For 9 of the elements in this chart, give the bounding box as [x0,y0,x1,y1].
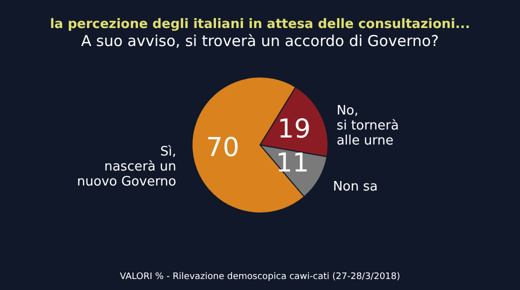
data-label: 70 [206,132,240,163]
chart-subtitle: A suo avviso, si troverà un accordo di Governo? [81,32,439,50]
data-label: 19 [278,114,311,145]
data-label: 11 [276,148,310,179]
slice-label: Sì, nascerà un nuovo Governo [77,144,176,190]
slice-label: Non sa [332,180,378,195]
chart-title: la percezione degli italiani in attesa delle consultazioni... [50,17,470,32]
text: VALORI % - Rilevazione demoscopica cawi-cati (27-28/3/2018) [120,272,400,282]
slice-label: No, si tornerà alle urne [336,103,399,148]
